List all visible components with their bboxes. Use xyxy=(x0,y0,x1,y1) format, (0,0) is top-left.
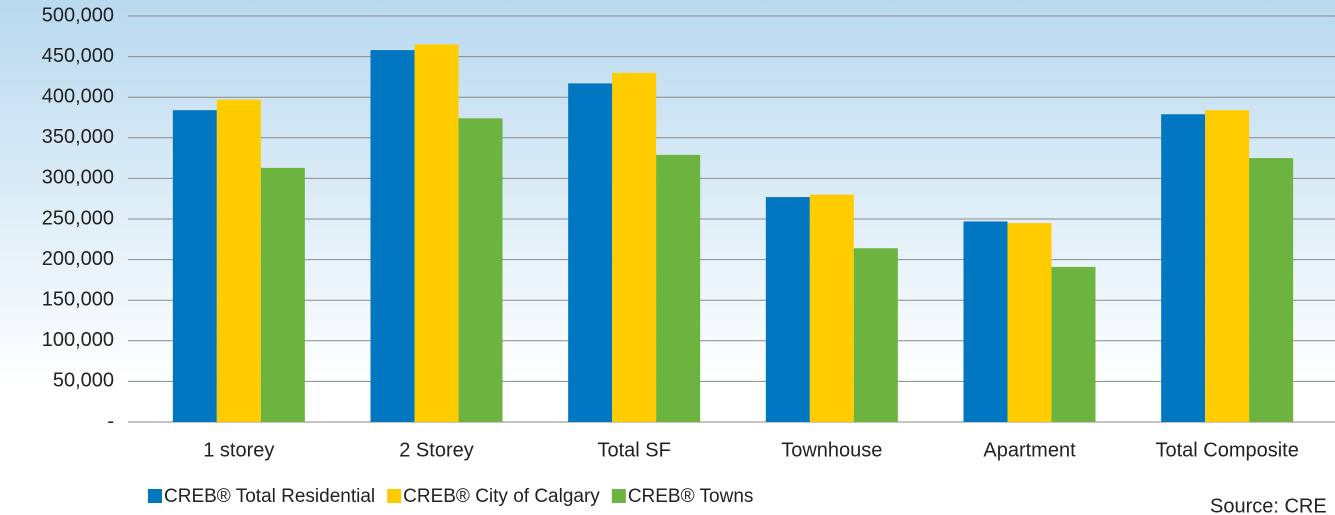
x-tick-label: Total Composite xyxy=(1155,439,1298,461)
bar xyxy=(1051,266,1096,422)
bar xyxy=(568,83,613,423)
bar xyxy=(414,44,459,423)
bar xyxy=(1205,110,1250,422)
y-tick-label: 50,000 xyxy=(53,370,114,392)
y-tick-label: 250,000 xyxy=(42,207,114,229)
y-tick-label: - xyxy=(107,410,114,432)
source-note: Source: CRE xyxy=(1210,495,1327,515)
y-tick-label: 500,000 xyxy=(42,4,114,26)
bar xyxy=(216,99,261,423)
y-tick-label: 100,000 xyxy=(42,329,114,351)
x-tick-label: 1 storey xyxy=(203,439,274,461)
bar xyxy=(370,50,415,422)
bar xyxy=(1249,158,1294,422)
y-tick-label: 350,000 xyxy=(42,126,114,148)
y-tick-label: 200,000 xyxy=(42,248,114,270)
bar xyxy=(458,118,503,422)
y-tick-label: 300,000 xyxy=(42,167,114,189)
bar xyxy=(765,197,810,422)
bar xyxy=(853,248,898,422)
legend-label: CREB® Towns xyxy=(628,486,754,507)
bar xyxy=(172,110,217,422)
x-tick-label: Total SF xyxy=(597,439,670,461)
bar xyxy=(809,194,854,422)
bar xyxy=(1161,114,1206,422)
y-tick-label: 400,000 xyxy=(42,85,114,107)
legend-swatch xyxy=(611,489,626,503)
bar xyxy=(1007,223,1052,422)
bar xyxy=(963,221,1008,422)
y-tick-label: 450,000 xyxy=(42,45,114,67)
legend-label: CREB® City of Calgary xyxy=(403,486,600,507)
bar xyxy=(260,167,305,422)
x-tick-label: Apartment xyxy=(983,439,1076,461)
bar xyxy=(656,154,701,423)
legend-label: CREB® Total Residential xyxy=(164,486,375,507)
x-tick-label: Townhouse xyxy=(781,439,882,461)
bar xyxy=(612,72,657,422)
y-tick-label: 150,000 xyxy=(42,288,114,310)
legend-swatch xyxy=(148,489,162,503)
legend-swatch xyxy=(387,489,402,503)
x-tick-label: 2 Storey xyxy=(399,439,473,461)
